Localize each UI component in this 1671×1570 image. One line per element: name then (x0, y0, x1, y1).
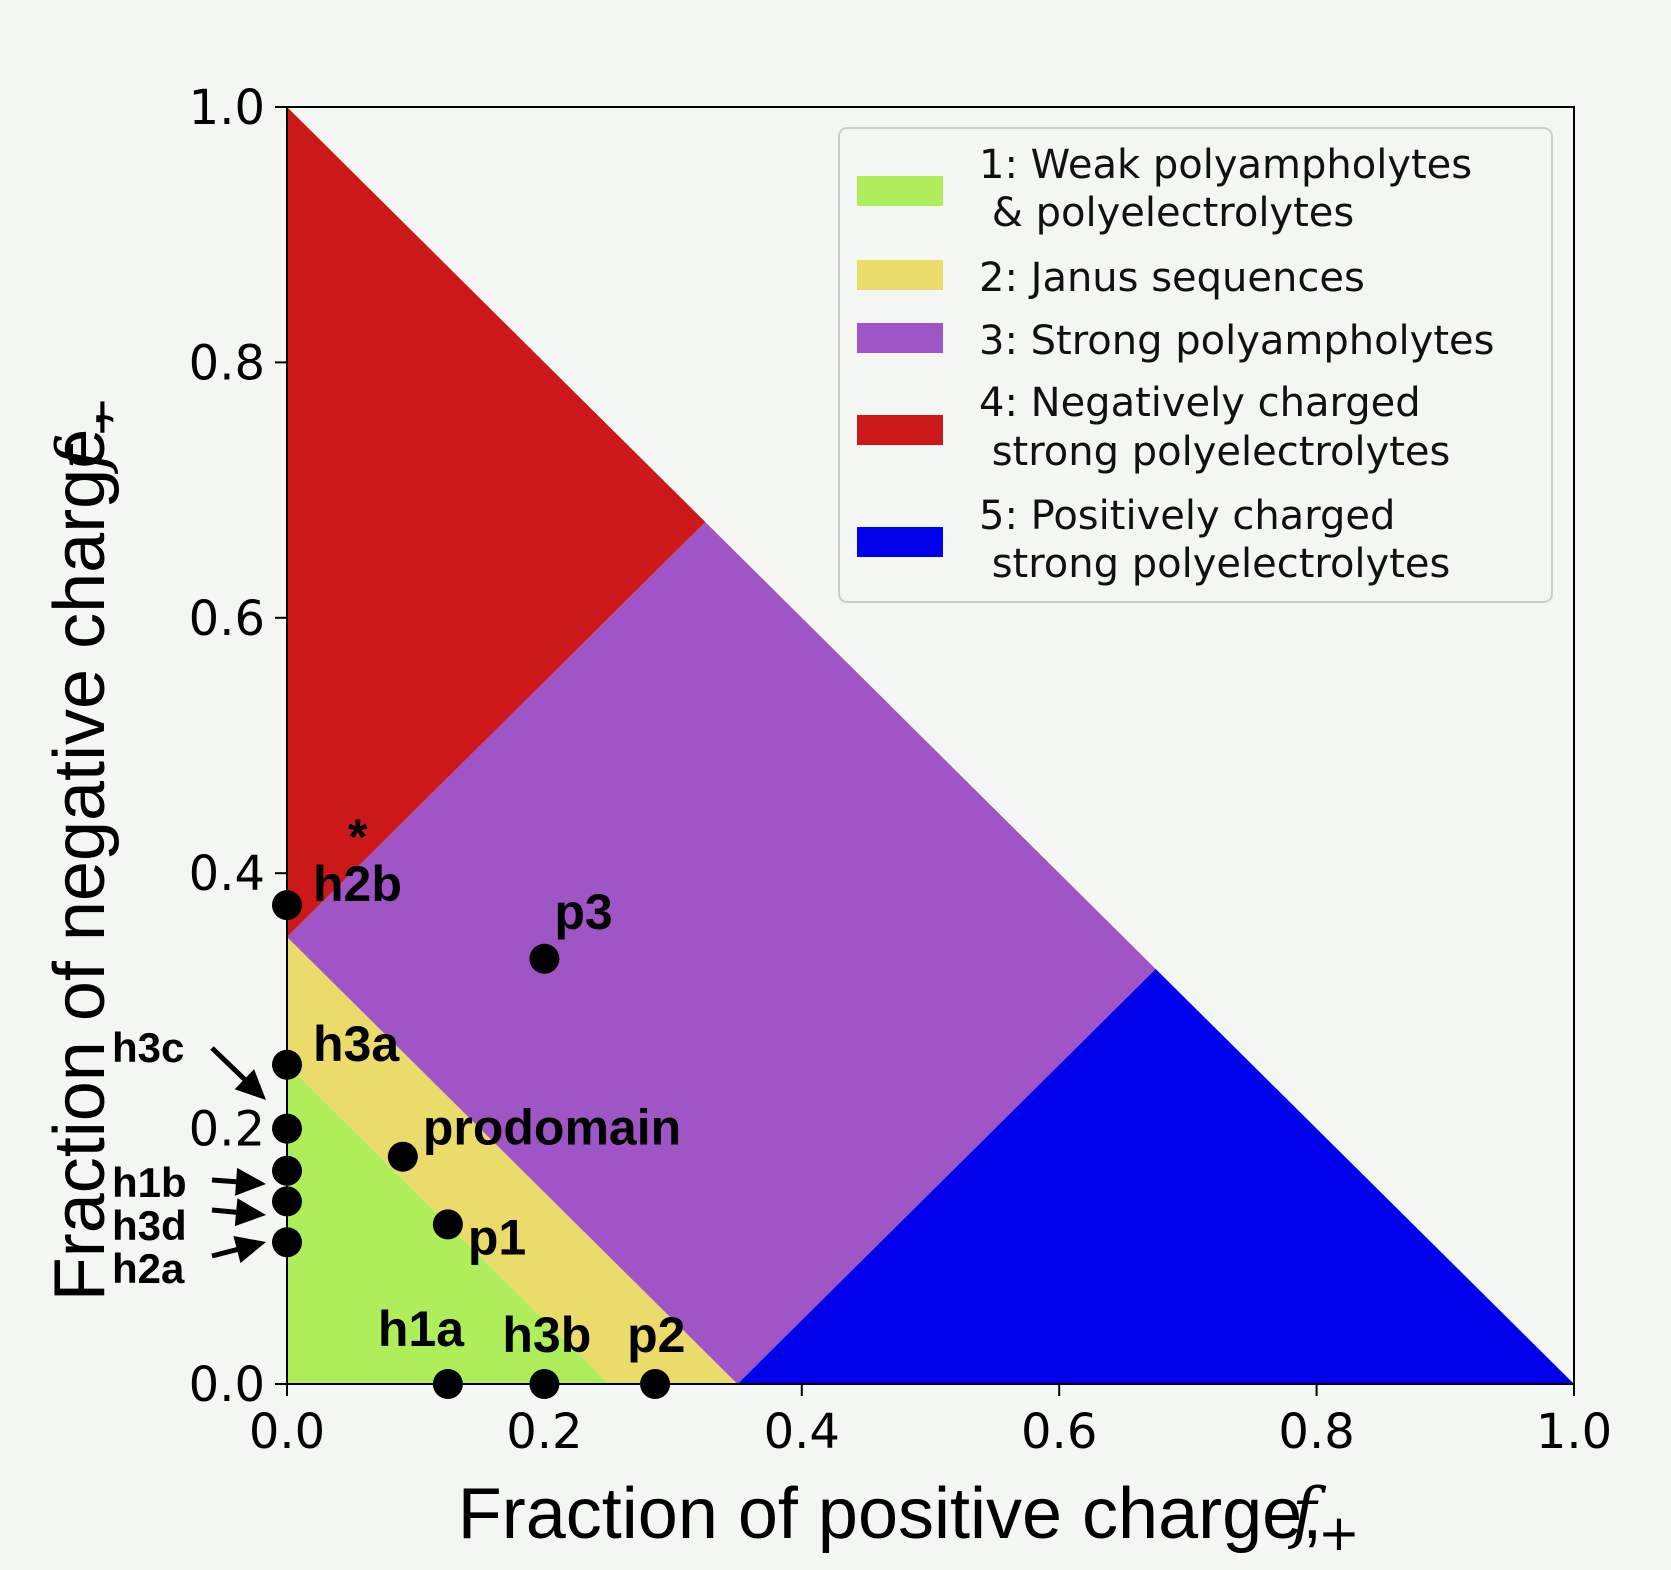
x-tick-label: 0.8 (1278, 1404, 1354, 1460)
x-tick-label: 1.0 (1536, 1404, 1612, 1460)
x-tick-label: 0.6 (1021, 1404, 1097, 1460)
point-h3d (272, 1186, 302, 1217)
point-prodomain (387, 1141, 418, 1172)
legend-label-3: 3: Strong polyampholytes (979, 318, 1494, 364)
legend-swatch-1 (857, 176, 943, 206)
x-tick-label: 0.0 (249, 1404, 325, 1460)
arrow-h2a-shaft (211, 1247, 238, 1259)
label-p2: p2 (627, 1307, 685, 1363)
legend-label-2: 2: Janus sequences (979, 255, 1365, 301)
point-p1 (432, 1209, 463, 1240)
arrow-h3d-shaft (211, 1207, 237, 1215)
data-points (272, 890, 671, 1399)
x-tick-label: 0.4 (764, 1404, 840, 1460)
label-h3d: h3d (112, 1202, 187, 1249)
point-h1a (432, 1369, 463, 1399)
plot-frame (286, 106, 1575, 1385)
label-h1a: h1a (378, 1301, 465, 1357)
y-tick-label: 0.8 (189, 335, 265, 391)
point-h1b (272, 1155, 302, 1186)
legend: 1: Weak polyampholytes & polyelectrolyte… (838, 127, 1553, 603)
point-h2a (272, 1227, 302, 1258)
region-5 (737, 969, 1574, 1384)
legend-label-1: & polyelectrolytes (979, 190, 1354, 236)
label-h1b: h1b (112, 1159, 187, 1206)
y-tick-label: 0.6 (189, 591, 265, 647)
label-h3a: h3a (313, 1016, 400, 1072)
arrow-h3c (234, 1069, 266, 1100)
legend-label-4: strong polyelectrolytes (979, 429, 1450, 475)
star-annotation: * (348, 809, 368, 865)
label-p1: p1 (468, 1209, 526, 1265)
point-p2 (640, 1369, 671, 1399)
x-axis-label: Fraction of positive charge, (458, 1474, 1322, 1554)
y-tick-label: 0.2 (189, 1102, 265, 1158)
label-h3c: h3c (112, 1024, 184, 1071)
arrow-h1b-shaft (211, 1177, 237, 1185)
label-h2b: h2b (313, 856, 402, 912)
legend-swatch-2 (857, 260, 943, 290)
y-axis-symbol-subscript: − (72, 396, 130, 438)
y-tick-label: 0.0 (189, 1357, 265, 1413)
point-h2b (272, 890, 302, 921)
x-axis-ticks: 0.0 0.2 0.4 0.6 0.8 1.0 (249, 1384, 1612, 1460)
plot-border (286, 106, 1575, 1385)
label-p3: p3 (554, 884, 612, 940)
point-p3 (529, 943, 560, 974)
point-h3b (529, 1369, 560, 1399)
label-prodomain: prodomain (423, 1100, 681, 1156)
legend-label-5: strong polyelectrolytes (979, 541, 1450, 587)
regions-layer (287, 107, 1574, 1384)
x-tick-label: 0.2 (506, 1404, 582, 1460)
legend-swatch-5 (857, 527, 943, 557)
y-axis-ticks: 0.0 0.2 0.4 0.6 0.8 1.0 (189, 80, 287, 1413)
label-h3b: h3b (502, 1307, 591, 1363)
legend-label-1: 1: Weak polyampholytes (979, 142, 1472, 188)
legend-label-4: 4: Negatively charged (979, 380, 1421, 426)
region-4 (287, 107, 706, 937)
arrow-h1b (235, 1167, 266, 1196)
legend-swatch-4 (857, 415, 943, 445)
label-h2a: h2a (112, 1245, 185, 1292)
y-tick-label: 1.0 (189, 80, 265, 136)
arrow-h3c-shaft (210, 1046, 247, 1081)
arrow-h2a (233, 1235, 266, 1264)
y-axis-label: Fraction of negative charge, (40, 409, 120, 1302)
point-h3c (272, 1113, 302, 1144)
arrow-h3d (234, 1198, 266, 1227)
legend-swatch-3 (857, 323, 943, 353)
point-h3a (272, 1049, 302, 1080)
y-tick-label: 0.4 (189, 846, 265, 902)
region-3 (287, 522, 1156, 1384)
legend-box (838, 127, 1553, 603)
x-axis-symbol-subscript: + (1318, 1504, 1360, 1562)
legend-label-5: 5: Positively charged (979, 493, 1395, 539)
